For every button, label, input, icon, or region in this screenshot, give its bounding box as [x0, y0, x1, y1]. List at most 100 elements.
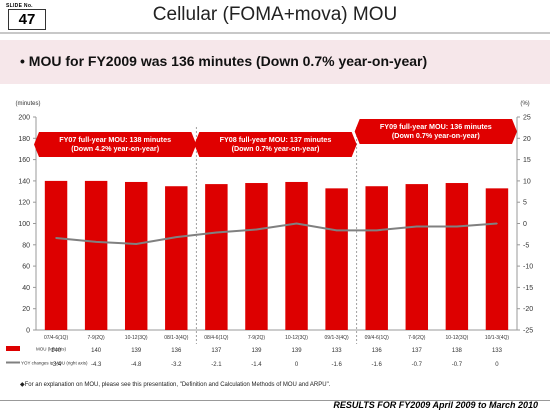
slide-number: 47: [8, 9, 46, 30]
yoy-change-point: [295, 222, 298, 225]
x-tick-label: 08/1-3(4Q): [164, 335, 189, 341]
mou-table-value: 139: [292, 348, 303, 354]
mou-bar: [405, 184, 429, 330]
mou-table-value: 133: [332, 348, 343, 354]
yoy-table-value: 0: [295, 362, 299, 368]
fy-callout-line1: FY07 full-year MOU: 138 minutes: [59, 135, 171, 144]
mou-bar: [245, 183, 268, 330]
left-tick-label: 140: [18, 178, 30, 185]
legend-bar-label: MOU (left axis): [36, 347, 67, 352]
headline-label: MOU for FY2009 was 136 minutes (Down 0.7…: [28, 53, 428, 69]
yoy-table-value: -4.8: [131, 362, 142, 368]
right-tick-label: 25: [523, 115, 531, 122]
title-divider: [0, 32, 550, 34]
fy-callout-line1: FY09 full-year MOU: 136 minutes: [380, 122, 492, 131]
x-tick-label: 10/1-3(4Q): [485, 335, 510, 341]
yoy-change-line: [55, 222, 498, 245]
right-tick-label: 5: [523, 200, 527, 207]
mou-table-value: 140: [91, 348, 102, 354]
fy-callout-line2: (Down 0.7% year-on-year): [392, 131, 480, 140]
mou-table-value: 137: [211, 348, 222, 354]
x-tick-label: 09/1-3(4Q): [325, 335, 350, 341]
mou-bar: [84, 180, 108, 330]
yoy-change-point: [456, 225, 458, 228]
fy-callout-box: [194, 132, 357, 157]
legend-line-label: YOY changes in MOU (right axis): [21, 361, 88, 366]
yoy-table-value: -4.3: [91, 362, 102, 368]
footer-divider: [0, 400, 550, 401]
right-axis-title: (%): [520, 101, 529, 107]
yoy-change-point: [215, 231, 218, 234]
right-tick-label: 10: [523, 178, 531, 185]
page-title: Cellular (FOMA+mova) MOU: [152, 4, 398, 25]
fy-callout-box: [354, 119, 517, 144]
x-tick-label: 09/4-6(1Q): [365, 335, 390, 341]
mou-bar: [44, 180, 68, 330]
left-tick-label: 60: [22, 264, 30, 271]
fy-callout-line1: FY08 full-year MOU: 137 minutes: [220, 135, 332, 144]
x-tick-label: 08/4-6(1Q): [204, 335, 229, 341]
x-tick-label: 7-9(2Q): [88, 335, 106, 341]
right-tick-label: 20: [523, 136, 531, 143]
yoy-table-value: -1.4: [251, 362, 262, 368]
mou-bar: [165, 186, 188, 330]
yoy-table-value: -3.2: [171, 362, 182, 368]
mou-table-value: 136: [372, 348, 383, 354]
yoy-change-point: [415, 225, 418, 228]
right-tick-label: -25: [523, 328, 533, 335]
mou-table-value: 133: [492, 348, 503, 354]
footer-text: RESULTS FOR FY2009 April 2009 to March 2…: [333, 400, 538, 410]
mou-bar: [285, 181, 308, 330]
left-tick-label: 80: [22, 242, 30, 249]
legend-bar-swatch: [6, 346, 20, 351]
mou-bar: [445, 183, 469, 330]
right-tick-label: -20: [523, 306, 533, 313]
yoy-change-point: [335, 229, 338, 232]
right-tick-label: -10: [523, 264, 533, 271]
right-tick-label: -5: [523, 242, 529, 249]
mou-bar: [365, 186, 388, 330]
fy-callout-box: [34, 132, 197, 157]
mou-bar: [124, 181, 148, 330]
left-tick-label: 160: [18, 157, 30, 164]
headline-banner: [0, 40, 550, 84]
x-tick-label: 10-12(3Q): [125, 335, 148, 341]
yoy-table-value: -2.1: [211, 362, 222, 368]
yoy-change-point: [55, 237, 57, 239]
yoy-table-value: 0: [495, 362, 499, 368]
fy-callout-line2: (Down 4.2% year-on-year): [71, 144, 159, 153]
yoy-change-point: [375, 229, 378, 232]
yoy-table-value: -3.4: [51, 362, 62, 368]
x-tick-label: 10-12(3Q): [445, 335, 468, 341]
yoy-change-point: [255, 228, 258, 231]
yoy-change-point: [135, 243, 138, 245]
x-tick-label: 7-9(2Q): [408, 335, 426, 341]
mou-table-value: 138: [452, 348, 463, 354]
yoy-table-value: -0.7: [412, 362, 423, 368]
left-tick-label: 40: [22, 285, 30, 292]
yoy-table-value: -0.7: [452, 362, 463, 368]
fy-callout-line2: (Down 0.7% year-on-year): [232, 144, 320, 153]
yoy-change-point: [496, 222, 498, 225]
left-tick-label: 180: [18, 136, 30, 143]
headline-text: • MOU for FY2009 was 136 minutes (Down 0…: [20, 53, 428, 69]
left-tick-label: 20: [22, 306, 30, 313]
mou-table-value: 136: [171, 348, 182, 354]
mou-table-value: 140: [51, 348, 62, 354]
left-axis-title: (minutes): [15, 101, 40, 107]
footnote: ◆For an explanation on MOU, please see t…: [20, 382, 331, 388]
mou-table-value: 139: [251, 348, 262, 354]
slide-number-label: SLIDE No.: [6, 3, 33, 9]
yoy-table-value: -1.6: [372, 362, 383, 368]
mou-bar: [205, 184, 228, 330]
left-tick-label: 0: [26, 328, 30, 335]
x-tick-label: 7-9(2Q): [248, 335, 266, 341]
right-tick-label: 15: [523, 157, 531, 164]
x-tick-label: 10-12(3Q): [285, 335, 308, 341]
yoy-change-point: [175, 236, 178, 238]
left-tick-label: 200: [18, 115, 30, 122]
yoy-change-point: [95, 241, 97, 243]
mou-bar: [485, 188, 509, 330]
left-tick-label: 120: [18, 200, 30, 207]
